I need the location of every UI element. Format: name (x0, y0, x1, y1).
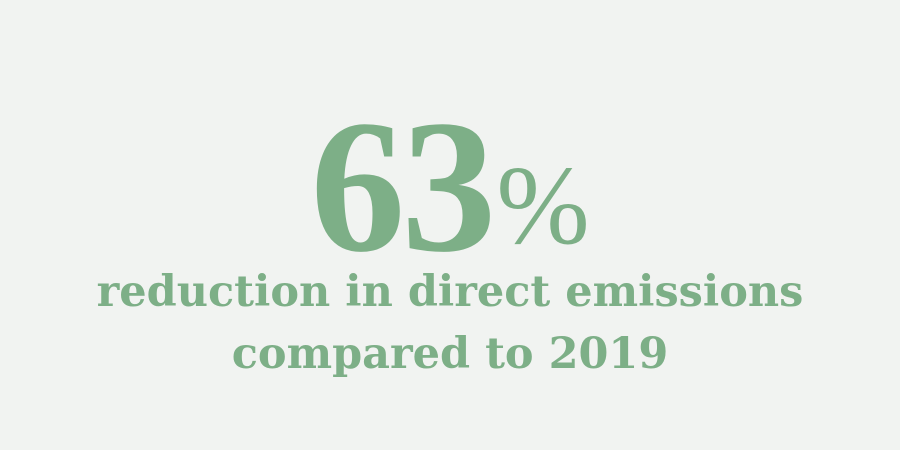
statistic-caption-line-1: reduction in direct emissions (96, 267, 804, 317)
percent-sign: % (496, 144, 590, 268)
headline-statistic: 63% (0, 92, 900, 282)
statistic-caption-line-2: compared to 2019 (231, 329, 669, 379)
statistic-value: 63 (310, 82, 496, 292)
